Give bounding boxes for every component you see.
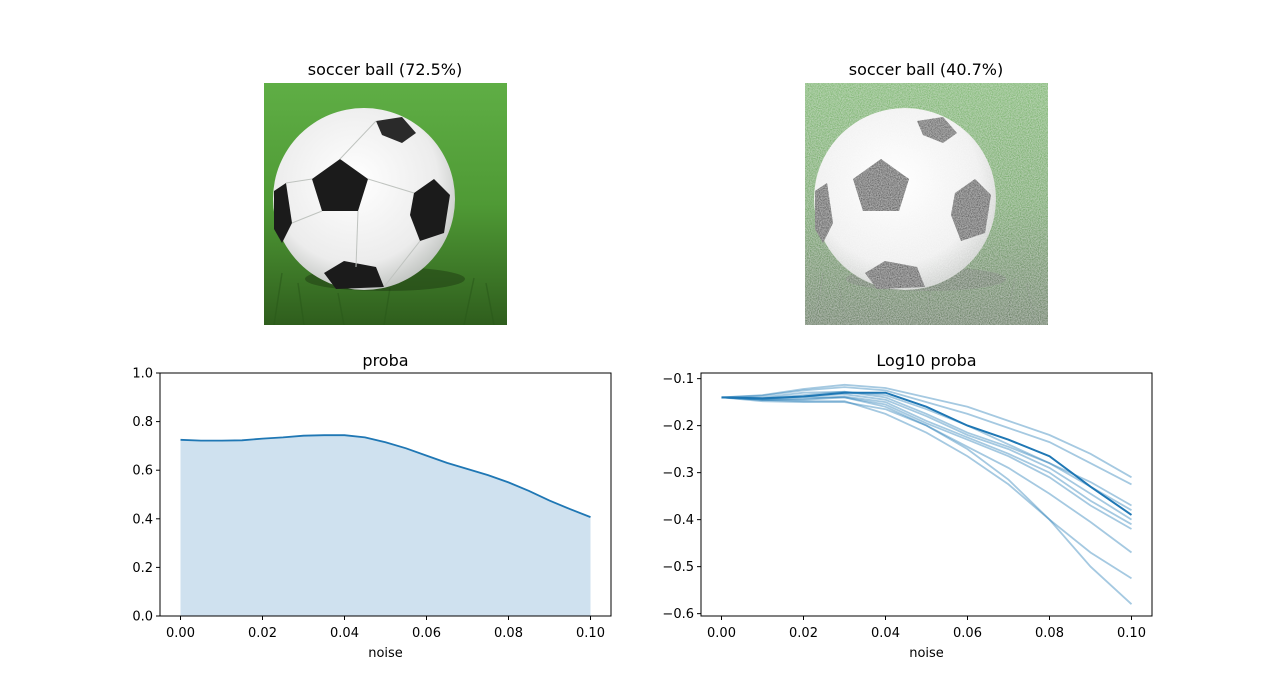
area-fill <box>180 435 591 616</box>
series-line-4 <box>721 390 1132 511</box>
y-tick-label: 0.8 <box>132 415 153 430</box>
x-tick-label: 0.00 <box>707 626 736 641</box>
x-tick-label: 0.04 <box>871 626 900 641</box>
x-tick-label: 0.02 <box>248 626 277 641</box>
x-tick-label: 0.06 <box>412 626 441 641</box>
y-tick-label: −0.2 <box>662 419 694 434</box>
series-line-1 <box>721 383 1132 479</box>
series-line <box>180 434 591 518</box>
chart-log10-proba <box>697 372 1153 620</box>
series-line-5 <box>721 393 1132 521</box>
series-line-7 <box>721 396 1132 530</box>
chart-title: proba <box>362 351 408 370</box>
y-tick-label: −0.3 <box>662 466 694 481</box>
series-line-0 <box>721 391 1133 516</box>
x-tick-label: 0.10 <box>576 626 605 641</box>
x-tick-label: 0.02 <box>789 626 818 641</box>
plot-frame <box>700 372 1153 617</box>
x-tick-label: 0.04 <box>330 626 359 641</box>
chart-proba <box>156 372 612 620</box>
x-tick-label: 0.08 <box>1035 626 1064 641</box>
image-right-title: soccer ball (40.7%) <box>848 60 1004 79</box>
plot-frame <box>159 372 612 617</box>
x-tick-label: 0.00 <box>166 626 195 641</box>
y-tick-label: 1.0 <box>132 367 153 382</box>
y-tick-label: −0.1 <box>662 372 694 387</box>
series-line-10 <box>721 396 1133 605</box>
y-tick-label: 0.0 <box>132 610 153 625</box>
x-tick-label: 0.06 <box>953 626 982 641</box>
y-tick-label: 0.6 <box>132 464 153 479</box>
x-tick-label: 0.10 <box>1117 626 1146 641</box>
y-tick-label: −0.5 <box>662 560 694 575</box>
x-axis-label: noise <box>368 646 403 661</box>
y-tick-label: 0.2 <box>132 561 153 576</box>
x-axis-label: noise <box>909 646 944 661</box>
chart-title: Log10 proba <box>876 351 976 370</box>
series-line-2 <box>721 386 1132 486</box>
y-tick-label: −0.4 <box>662 513 694 528</box>
y-tick-label: 0.4 <box>132 512 153 527</box>
y-tick-label: −0.6 <box>662 607 694 622</box>
image-left-title: soccer ball (72.5%) <box>307 60 463 79</box>
series-line-3 <box>721 390 1132 507</box>
series-line-8 <box>721 396 1133 554</box>
soccer-ball-image-original <box>264 83 507 325</box>
x-tick-label: 0.08 <box>494 626 523 641</box>
soccer-ball-image-noisy <box>805 83 1048 325</box>
series-line-6 <box>721 395 1132 526</box>
series-line-9 <box>721 396 1132 580</box>
